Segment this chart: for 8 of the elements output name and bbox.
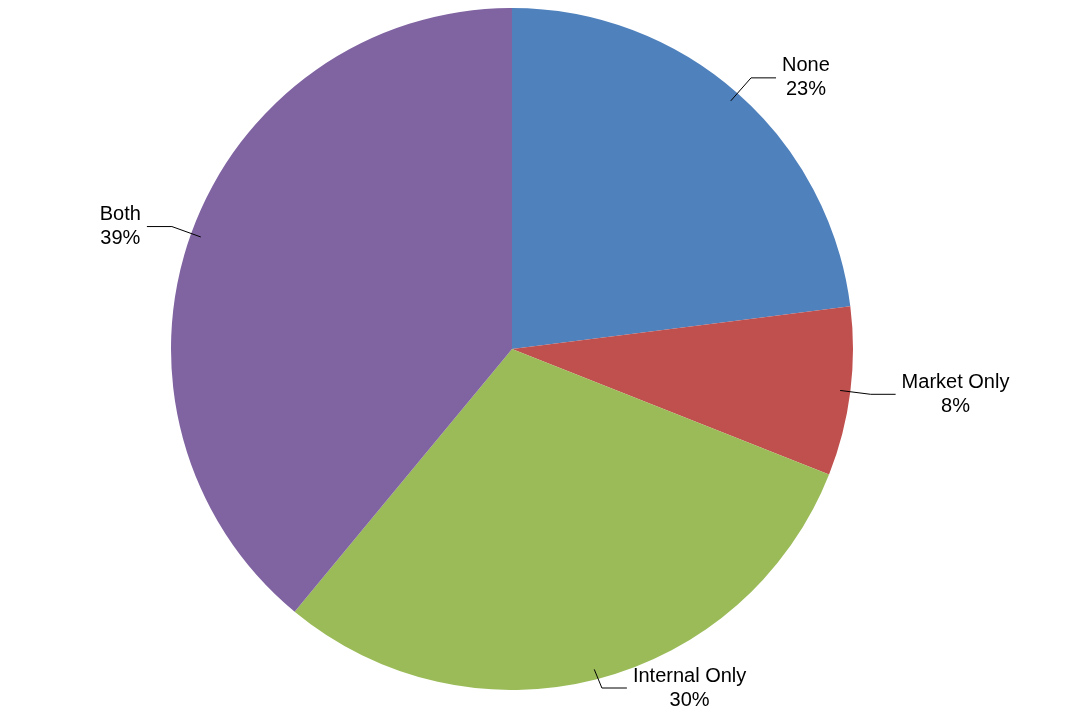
data-label: 8% [941,393,971,416]
slice-label: Both [99,202,141,225]
data-label: 23% [785,77,827,100]
slice-label: Internal Only [632,663,747,686]
slice-label: None [782,53,830,76]
data-label: 30% [669,687,710,710]
slice-label: Market Only [901,369,1010,392]
data-label: 39% [100,226,141,249]
